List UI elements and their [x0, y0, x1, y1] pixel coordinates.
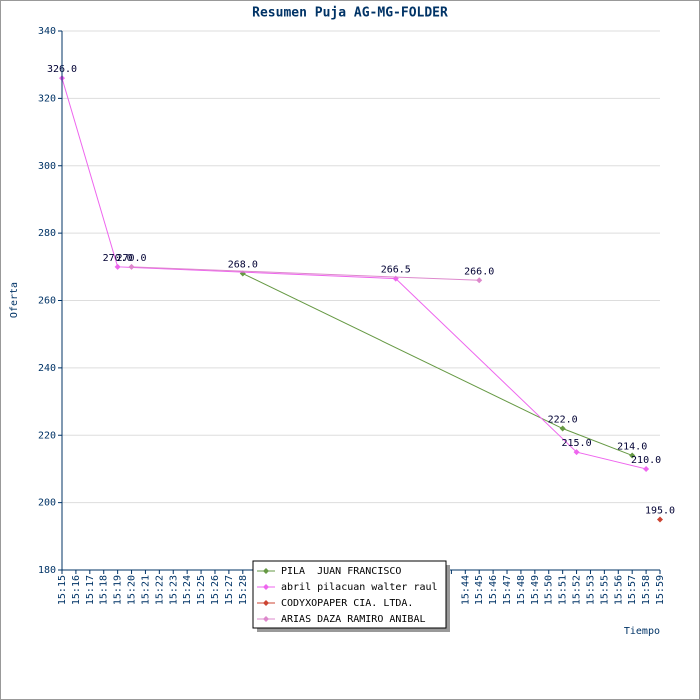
x-tick-label: 15:26	[210, 575, 221, 605]
point	[559, 425, 566, 432]
x-tick-label: 15:21	[140, 575, 151, 605]
value-label: 268.0	[228, 260, 258, 271]
x-tick-label: 15:22	[154, 575, 165, 605]
point	[629, 452, 636, 459]
x-tick-label: 15:44	[460, 575, 471, 605]
point	[128, 263, 135, 270]
y-tick-label: 280	[38, 228, 56, 239]
y-tick-label: 220	[38, 430, 56, 441]
x-tick-label: 15:24	[182, 575, 193, 605]
value-label: 270.0	[116, 253, 146, 264]
point	[573, 449, 580, 456]
x-tick-label: 15:15	[57, 575, 68, 605]
x-tick-label: 15:58	[641, 575, 652, 605]
x-tick-label: 15:55	[599, 575, 610, 605]
y-tick-label: 300	[38, 161, 56, 172]
y-tick-label: 340	[38, 26, 56, 37]
x-tick-label: 15:48	[516, 575, 527, 605]
x-tick-label: 15:46	[488, 575, 499, 605]
point	[114, 263, 121, 270]
y-tick-label: 180	[38, 565, 56, 576]
x-tick-label: 15:23	[168, 575, 179, 605]
value-label: 266.5	[381, 265, 411, 276]
x-tick-label: 15:18	[99, 575, 110, 605]
x-tick-label: 15:53	[585, 575, 596, 605]
y-tick-label: 240	[38, 363, 56, 374]
legend-marker	[263, 600, 269, 606]
series-line	[131, 266, 480, 281]
legend-marker	[263, 616, 269, 622]
x-tick-label: 15:52	[572, 575, 583, 605]
legend-box	[252, 560, 447, 629]
value-label: 214.0	[617, 441, 647, 452]
value-label: 222.0	[548, 415, 578, 426]
x-tick-label: 15:17	[85, 575, 96, 605]
x-tick-label: 15:20	[127, 575, 138, 605]
x-tick-label: 15:16	[71, 575, 82, 605]
value-label: 195.0	[645, 505, 675, 516]
legend-marker	[263, 584, 269, 590]
value-label: 270.0	[103, 253, 133, 264]
x-tick-label: 15:25	[196, 575, 207, 605]
x-tick-label: 15:49	[530, 575, 541, 605]
x-tick-label: 15:27	[224, 575, 235, 605]
x-axis-label: Tiempo	[624, 626, 660, 637]
x-tick-label: 15:19	[113, 575, 124, 605]
point	[643, 465, 650, 472]
x-tick-label: 15:47	[502, 575, 513, 605]
value-label: 215.0	[562, 438, 592, 449]
legend-label: ARIAS DAZA RAMIRO ANIBAL	[281, 614, 426, 625]
legend: PILA JUAN FRANCISCO abril pilacuan walter…	[252, 560, 450, 632]
legend-marker	[263, 568, 269, 574]
grid	[62, 30, 660, 571]
legend-label: abril pilacuan walter raul	[281, 582, 438, 593]
legend-label: CODYXOPAPER CIA. LTDA.	[281, 598, 413, 609]
point	[657, 516, 663, 523]
y-tick-label: 320	[38, 93, 56, 104]
legend-label: PILA JUAN FRANCISCO	[281, 566, 401, 577]
x-tick-label: 15:57	[627, 575, 638, 605]
x-tick-label: 15:28	[238, 575, 249, 605]
value-label: 266.0	[464, 266, 494, 277]
y-axis-label: Oferta	[9, 282, 20, 318]
x-tick-label: 15:51	[558, 575, 569, 605]
point	[476, 277, 483, 284]
value-label: 210.0	[631, 455, 661, 466]
x-tick-label: 15:59	[655, 575, 666, 605]
x-tick-label: 15:45	[474, 575, 485, 605]
x-tick-label: 15:56	[613, 575, 624, 605]
y-tick-label: 200	[38, 498, 56, 509]
chart-title: Resumen Puja AG-MG-FOLDER	[252, 6, 448, 21]
y-tick-label: 260	[38, 296, 56, 307]
x-tick-label: 15:50	[544, 575, 555, 605]
